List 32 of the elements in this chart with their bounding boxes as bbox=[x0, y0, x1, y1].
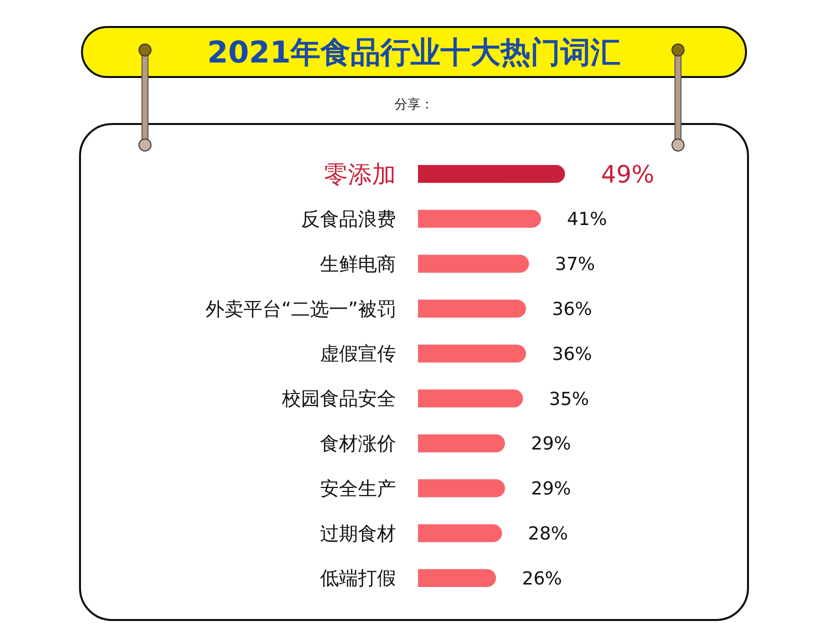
y-tick-label: 零添加 bbox=[324, 160, 396, 188]
y-tick-label: 食材涨价 bbox=[320, 433, 396, 456]
bar bbox=[418, 524, 502, 542]
bar bbox=[418, 210, 541, 228]
bar bbox=[418, 434, 505, 452]
data-label: 29% bbox=[531, 478, 572, 500]
y-tick-label: 外卖平台“二选一”被罚 bbox=[205, 298, 396, 320]
data-label: 29% bbox=[531, 434, 572, 455]
y-tick-label: 安全生产 bbox=[320, 478, 396, 500]
data-label: 41% bbox=[567, 209, 608, 230]
y-tick-label: 校园食品安全 bbox=[281, 388, 396, 410]
text: 分享： bbox=[394, 96, 434, 113]
data-label: 35% bbox=[549, 388, 590, 410]
data-label: 36% bbox=[552, 298, 592, 320]
bar bbox=[418, 569, 496, 588]
data-label: 49% bbox=[601, 160, 654, 188]
y-tick-label: 虚假宣传 bbox=[320, 343, 396, 366]
bar bbox=[418, 164, 565, 183]
data-label: 26% bbox=[522, 568, 562, 590]
y-tick-label: 反食品浪费 bbox=[301, 208, 396, 230]
bar bbox=[418, 300, 526, 318]
bar bbox=[418, 344, 526, 363]
data-label: 28% bbox=[528, 523, 568, 544]
data-label: 37% bbox=[555, 254, 596, 276]
chart-title: 2021年食品行业十大热门词汇 bbox=[207, 36, 621, 70]
bar bbox=[418, 479, 505, 498]
y-tick-label: 低端打假 bbox=[320, 568, 396, 590]
y-tick-label: 生鲜电商 bbox=[320, 253, 396, 276]
bar bbox=[418, 254, 529, 273]
y-tick-label: 过期食材 bbox=[320, 522, 396, 545]
bar bbox=[418, 389, 523, 408]
data-label: 36% bbox=[552, 344, 592, 365]
